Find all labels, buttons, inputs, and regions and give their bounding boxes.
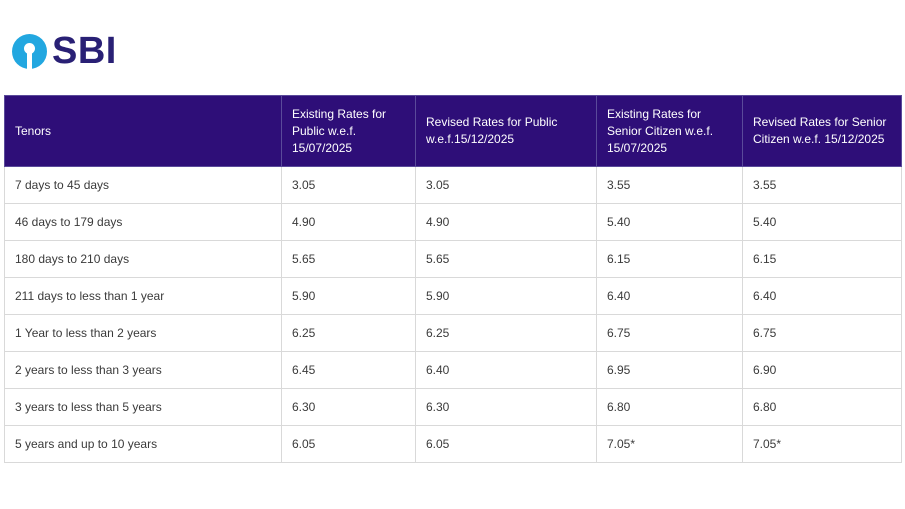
tenor-cell: 180 days to 210 days: [4, 240, 282, 278]
tenor-cell: 5 years and up to 10 years: [4, 425, 282, 463]
existing-public-cell: 6.25: [281, 314, 416, 352]
revised-senior-cell: 3.55: [742, 166, 902, 204]
table-row: 180 days to 210 days 5.65 5.65 6.15 6.15: [4, 240, 902, 278]
revised-senior-cell: 6.75: [742, 314, 902, 352]
revised-public-cell: 6.05: [415, 425, 597, 463]
revised-public-cell: 6.25: [415, 314, 597, 352]
table-row: 3 years to less than 5 years 6.30 6.30 6…: [4, 388, 902, 426]
revised-public-cell: 4.90: [415, 203, 597, 241]
revised-public-cell: 5.65: [415, 240, 597, 278]
table-row: 46 days to 179 days 4.90 4.90 5.40 5.40: [4, 203, 902, 241]
existing-senior-cell: 5.40: [596, 203, 743, 241]
existing-senior-cell: 6.75: [596, 314, 743, 352]
table-header-row: Tenors Existing Rates for Public w.e.f. …: [4, 95, 902, 167]
revised-public-cell: 6.40: [415, 351, 597, 389]
table-row: 211 days to less than 1 year 5.90 5.90 6…: [4, 277, 902, 315]
revised-senior-cell: 5.40: [742, 203, 902, 241]
existing-public-cell: 5.65: [281, 240, 416, 278]
revised-public-cell: 3.05: [415, 166, 597, 204]
sbi-keyhole-icon: [12, 33, 47, 69]
header-existing-public: Existing Rates for Public w.e.f. 15/07/2…: [281, 95, 416, 167]
existing-public-cell: 5.90: [281, 277, 416, 315]
revised-public-cell: 5.90: [415, 277, 597, 315]
table-row: 2 years to less than 3 years 6.45 6.40 6…: [4, 351, 902, 389]
revised-senior-cell: 6.40: [742, 277, 902, 315]
revised-senior-cell: 6.80: [742, 388, 902, 426]
existing-senior-cell: 7.05*: [596, 425, 743, 463]
existing-public-cell: 4.90: [281, 203, 416, 241]
table-row: 7 days to 45 days 3.05 3.05 3.55 3.55: [4, 166, 902, 204]
revised-senior-cell: 6.90: [742, 351, 902, 389]
tenor-cell: 46 days to 179 days: [4, 203, 282, 241]
existing-senior-cell: 3.55: [596, 166, 743, 204]
header-tenors: Tenors: [4, 95, 282, 167]
tenor-cell: 211 days to less than 1 year: [4, 277, 282, 315]
tenor-cell: 7 days to 45 days: [4, 166, 282, 204]
header-existing-senior: Existing Rates for Senior Citizen w.e.f.…: [596, 95, 743, 167]
existing-public-cell: 6.05: [281, 425, 416, 463]
table-row: 5 years and up to 10 years 6.05 6.05 7.0…: [4, 425, 902, 463]
existing-public-cell: 3.05: [281, 166, 416, 204]
existing-senior-cell: 6.80: [596, 388, 743, 426]
revised-public-cell: 6.30: [415, 388, 597, 426]
existing-senior-cell: 6.15: [596, 240, 743, 278]
existing-public-cell: 6.45: [281, 351, 416, 389]
table-row: 1 Year to less than 2 years 6.25 6.25 6.…: [4, 314, 902, 352]
brand-name: SBI: [52, 30, 117, 72]
header-revised-senior: Revised Rates for Senior Citizen w.e.f. …: [742, 95, 902, 167]
header-revised-public: Revised Rates for Public w.e.f.15/12/202…: [415, 95, 597, 167]
tenor-cell: 3 years to less than 5 years: [4, 388, 282, 426]
revised-senior-cell: 7.05*: [742, 425, 902, 463]
tenor-cell: 2 years to less than 3 years: [4, 351, 282, 389]
fd-rates-table: Tenors Existing Rates for Public w.e.f. …: [4, 95, 902, 463]
revised-senior-cell: 6.15: [742, 240, 902, 278]
existing-senior-cell: 6.40: [596, 277, 743, 315]
sbi-logo: SBI: [12, 31, 117, 71]
tenor-cell: 1 Year to less than 2 years: [4, 314, 282, 352]
existing-senior-cell: 6.95: [596, 351, 743, 389]
existing-public-cell: 6.30: [281, 388, 416, 426]
